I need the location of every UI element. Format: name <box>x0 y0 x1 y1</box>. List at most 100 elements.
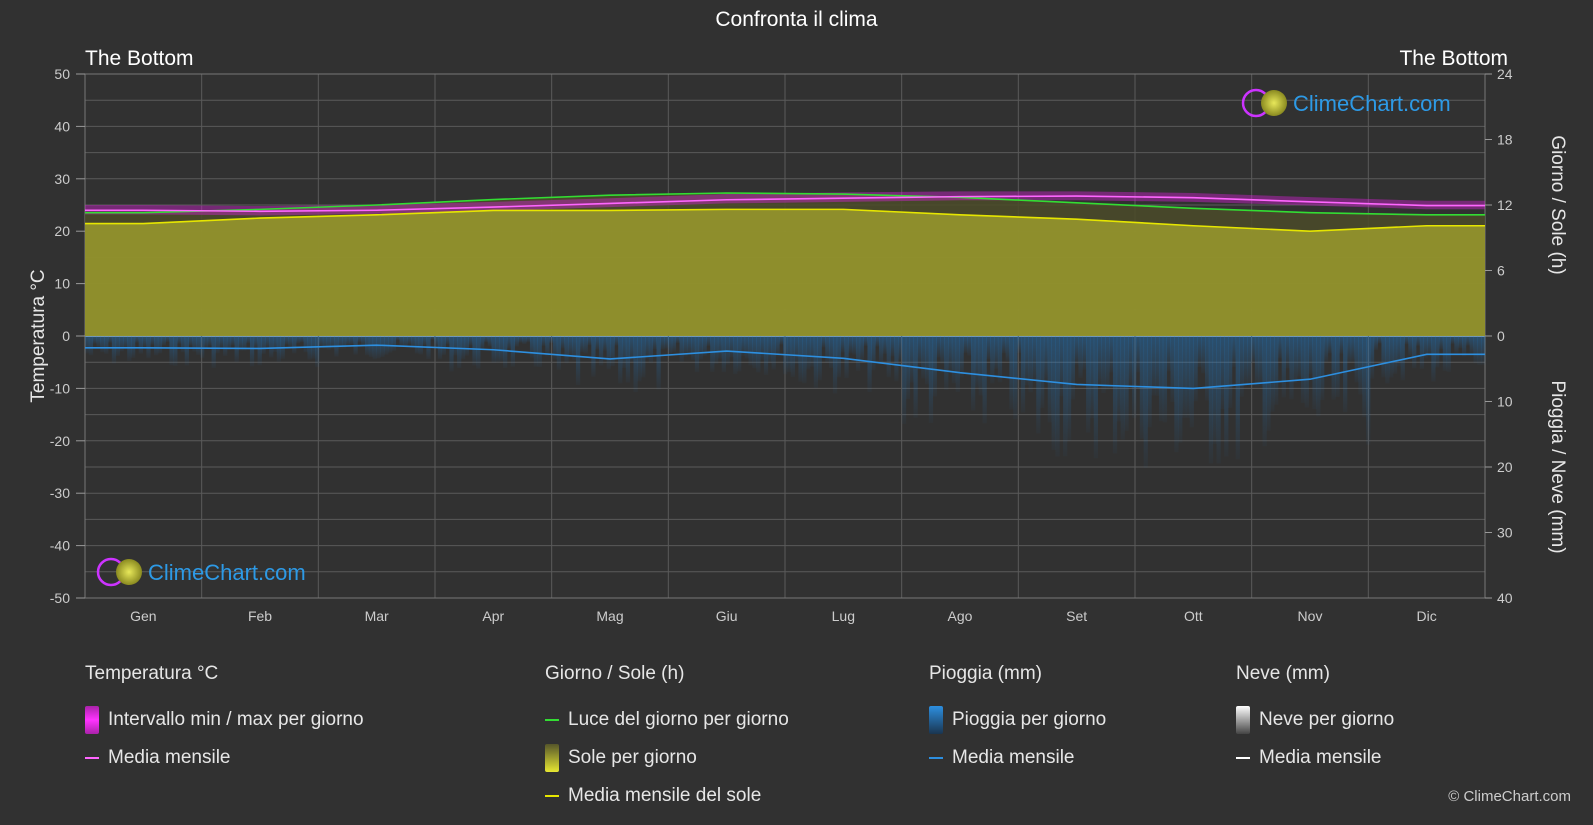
rain-bar <box>1224 336 1229 457</box>
rain-bar <box>898 336 903 360</box>
rain-bar <box>380 336 385 358</box>
rain-bar <box>779 336 784 345</box>
rain-bar <box>986 336 991 360</box>
rain-bar <box>905 336 911 400</box>
rain-bar <box>1208 336 1214 464</box>
rain-bar <box>207 336 212 346</box>
rain-bar <box>1358 336 1363 395</box>
rain-bar <box>203 336 209 349</box>
rain-bar <box>1120 336 1125 440</box>
rain-bar <box>1040 336 1045 408</box>
month-label: Lug <box>832 608 855 624</box>
rain-bar <box>606 336 611 370</box>
rain-bar <box>1135 336 1141 373</box>
rain-bar <box>261 336 266 354</box>
left-tick-label: 30 <box>54 171 70 187</box>
rain-bar <box>982 336 987 424</box>
rain-bar <box>1412 336 1417 369</box>
rain-bar <box>169 336 174 366</box>
series-lines <box>85 192 1485 390</box>
rain-bar <box>829 336 834 368</box>
right-top-tick-label: 6 <box>1497 263 1505 279</box>
rain-bar <box>1373 336 1379 351</box>
rain-bar <box>537 336 542 368</box>
rain-bar <box>1469 336 1474 354</box>
rain-bar <box>345 336 351 345</box>
rain-bar <box>1162 336 1168 423</box>
rain-bar <box>1346 336 1352 363</box>
rain-bar <box>775 336 780 357</box>
rain-bar <box>886 336 891 378</box>
rain-bar <box>1174 336 1179 453</box>
rain-bar <box>1343 336 1348 413</box>
rain-bar <box>1392 336 1398 374</box>
rain-bar <box>219 336 224 348</box>
rain-bar <box>1101 336 1106 393</box>
logo-sun-icon <box>116 559 142 585</box>
rain-bar <box>798 336 803 382</box>
rain-bar <box>621 336 627 368</box>
rain-bar <box>706 336 711 347</box>
rain-bar <box>1366 336 1371 445</box>
rain-bar <box>921 336 926 379</box>
left-tick-label: -30 <box>50 485 70 501</box>
rain-bar <box>200 336 205 359</box>
rain-bar <box>457 336 462 368</box>
sunshine-mean-line <box>85 208 1485 233</box>
rain-bar <box>1396 336 1402 367</box>
month-label: Ago <box>948 608 973 624</box>
rain-bar <box>518 336 523 343</box>
rain-bar <box>587 336 592 346</box>
rain-bar <box>859 336 865 361</box>
rain-bar <box>1212 336 1217 444</box>
logo-top[interactable]: ClimeChart.com <box>1241 88 1451 118</box>
rain-bar <box>1300 336 1306 403</box>
left-tick-label: -50 <box>50 590 70 606</box>
rain-bar <box>1450 336 1455 344</box>
rain-bar <box>1047 336 1052 423</box>
snow-swatch <box>1236 706 1250 734</box>
rain-bar <box>633 336 638 393</box>
rain-bar <box>1197 336 1202 367</box>
rain-bar <box>1228 336 1233 408</box>
rain-bar <box>1155 336 1160 396</box>
rain-bar <box>721 336 726 373</box>
rain-bar <box>1243 336 1248 386</box>
legend-sun: Giorno / Sole (h) Luce del giorno per gi… <box>545 663 789 815</box>
rain-bar <box>1151 336 1156 396</box>
legend-rain: Pioggia (mm) Pioggia per giorno Media me… <box>929 663 1106 777</box>
rain-bar <box>108 336 113 343</box>
rain-bar <box>625 336 631 383</box>
sun-mean-swatch <box>545 795 559 797</box>
legend-item-temp-mean: Media mensile <box>85 739 364 777</box>
rain-bar <box>1128 336 1133 385</box>
legend-temperature: Temperatura °C Intervallo min / max per … <box>85 663 364 777</box>
logo-bottom[interactable]: ClimeChart.com <box>96 557 306 587</box>
rain-bar <box>157 336 163 354</box>
rain-bar <box>1281 336 1286 398</box>
rain-bar <box>1251 336 1256 363</box>
month-label: Set <box>1066 608 1087 624</box>
daylight-line <box>85 192 1485 216</box>
rain-bar <box>806 336 811 370</box>
logo-text-top: ClimeChart.com <box>1293 91 1451 116</box>
rain-bar <box>434 336 439 347</box>
rain-bar <box>1262 336 1267 447</box>
rain-bar <box>598 336 604 366</box>
rain-bar <box>997 336 1003 383</box>
rain-bar <box>1074 336 1079 365</box>
rain-bar <box>499 336 504 362</box>
rain-bar <box>882 336 888 354</box>
rain-bar <box>1423 336 1428 359</box>
left-tick-label: 40 <box>54 118 70 134</box>
rain-bar <box>1274 336 1279 405</box>
rain-bar <box>909 336 914 383</box>
rain-bar <box>215 336 220 354</box>
month-label: Gen <box>130 608 156 624</box>
rain-bar <box>614 336 619 346</box>
rain-bar <box>786 336 792 373</box>
rain-bar <box>368 336 374 357</box>
rain-bar <box>441 336 446 355</box>
rain-bar <box>790 336 795 377</box>
rain-bar <box>928 336 934 423</box>
